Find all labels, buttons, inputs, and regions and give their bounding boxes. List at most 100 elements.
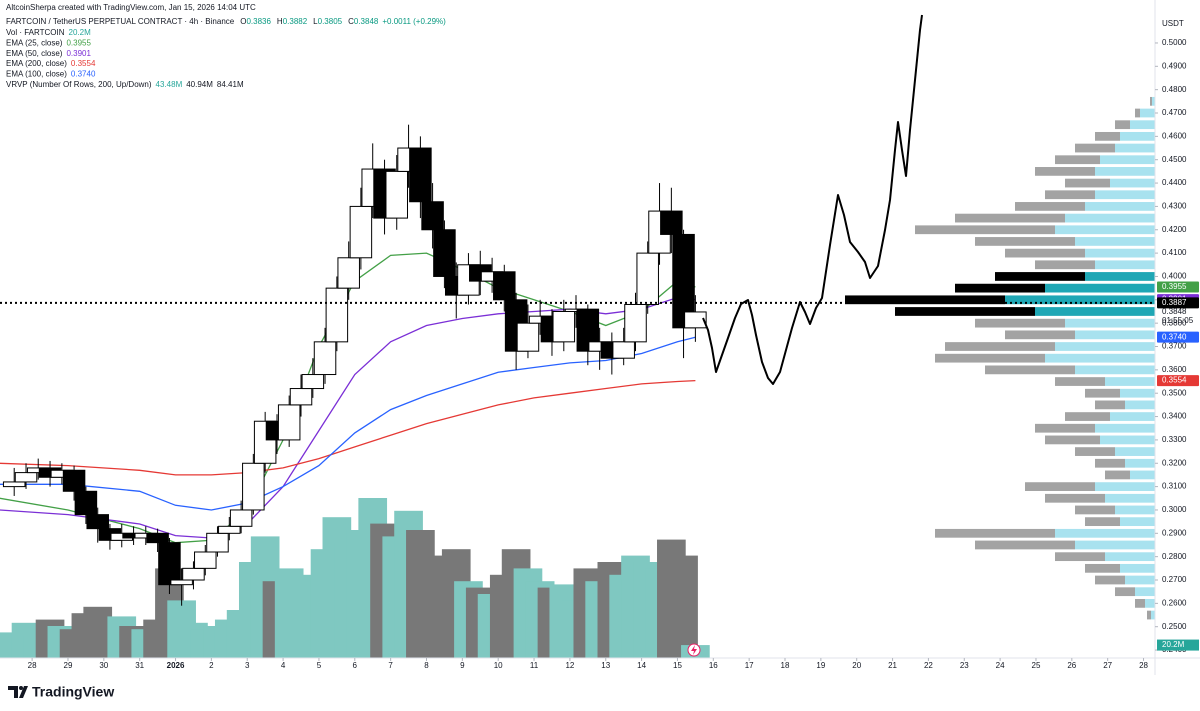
quote-key: H xyxy=(277,17,283,26)
x-tick-label: 20 xyxy=(852,661,861,670)
legend-name: EMA (25, close) xyxy=(6,39,63,48)
profile-down xyxy=(935,353,1045,363)
profile-down xyxy=(955,213,1065,223)
legend-name: Vol · FARTCOIN xyxy=(6,28,65,37)
candle-body xyxy=(158,542,181,586)
x-tick-label: 25 xyxy=(1032,661,1041,670)
y-tick-label: 0.2800 xyxy=(1162,552,1187,561)
candle-body xyxy=(14,472,38,483)
logo-mark xyxy=(8,686,28,698)
x-tick-label: 2026 xyxy=(167,661,185,670)
profile-up xyxy=(1145,598,1155,608)
profile-down xyxy=(1035,423,1095,433)
ema-tag: 0.3554 xyxy=(1162,376,1187,385)
quote-value: +0.0011 (+0.29%) xyxy=(382,17,446,26)
x-tick-label: 18 xyxy=(781,661,790,670)
y-tick-label: 0.3400 xyxy=(1162,412,1187,421)
candle-body xyxy=(74,490,98,516)
x-tick-label: 10 xyxy=(494,661,503,670)
symbol: FARTCOIN / TetherUS PERPETUAL CONTRACT ·… xyxy=(6,17,235,26)
candle-body xyxy=(624,303,647,343)
profile-up xyxy=(1075,237,1155,246)
profile-up xyxy=(1095,190,1155,200)
volume-bar xyxy=(669,555,698,658)
y-tick-label: 0.4800 xyxy=(1162,85,1187,94)
x-tick-label: 15 xyxy=(673,661,682,670)
plot-area xyxy=(0,96,1155,658)
profile-up xyxy=(1065,318,1155,328)
profile-up xyxy=(1005,295,1155,305)
profile-down xyxy=(1095,400,1125,410)
profile-up xyxy=(1095,260,1155,270)
profile-up xyxy=(1100,155,1155,165)
quote-value: 0.3805 xyxy=(318,17,343,26)
countdown: 01:55:05 xyxy=(1162,316,1194,325)
profile-down xyxy=(1025,482,1095,491)
profile-down xyxy=(895,307,1035,316)
profile-up xyxy=(1152,96,1155,106)
y-tick-label: 0.2900 xyxy=(1162,528,1187,537)
y-tick-label: 0.3200 xyxy=(1162,458,1187,467)
ema-tag: 0.3740 xyxy=(1162,332,1187,341)
quote-key: L xyxy=(313,17,318,26)
legend-value: 0.3901 xyxy=(66,49,91,58)
profile-down xyxy=(1095,458,1125,468)
currency-label: USDT xyxy=(1162,19,1184,28)
y-tick-label: 0.3800 xyxy=(1162,318,1187,327)
candle-body xyxy=(313,341,337,376)
candle-body xyxy=(409,147,432,203)
profile-up xyxy=(1085,202,1155,211)
profile-up xyxy=(1055,342,1155,351)
profile-down xyxy=(1055,377,1105,386)
last-price-tag-bg xyxy=(1157,306,1199,318)
candle-body xyxy=(325,287,349,343)
profile-up xyxy=(1110,178,1155,188)
x-tick-label: 27 xyxy=(1103,661,1112,670)
profile-up xyxy=(1115,505,1155,515)
profile-up xyxy=(1115,447,1155,456)
profile-down xyxy=(1150,96,1152,106)
profile-up xyxy=(1105,377,1155,386)
legend-value: 0.3740 xyxy=(71,70,96,79)
profile-down xyxy=(1085,563,1120,573)
profile-up xyxy=(1055,528,1155,538)
profile-down xyxy=(1065,412,1110,421)
quote-value: 0.3882 xyxy=(283,17,308,26)
x-tick-label: 17 xyxy=(745,661,754,670)
x-tick-label: 28 xyxy=(1139,661,1148,670)
y-tick-label: 0.3100 xyxy=(1162,482,1187,491)
legend-value: 43.48M xyxy=(156,80,183,89)
candle-body xyxy=(337,257,360,289)
profile-down xyxy=(1055,552,1105,562)
y-tick-label: 0.4400 xyxy=(1162,178,1187,187)
profile-down xyxy=(975,318,1065,328)
x-tick-label: 8 xyxy=(424,661,429,670)
profile-down xyxy=(1035,260,1095,270)
profile-down xyxy=(1115,120,1130,130)
profile-down xyxy=(1015,202,1085,211)
profile-down xyxy=(845,295,1005,305)
x-tick-label: 26 xyxy=(1067,661,1076,670)
legend-name: EMA (50, close) xyxy=(6,49,63,58)
legend-entry: EMA (25, close) 0.3955 xyxy=(6,39,91,48)
profile-up xyxy=(1125,575,1155,585)
ema-tag-bg xyxy=(1157,375,1199,387)
candle-body xyxy=(2,481,26,488)
logo-dot xyxy=(19,686,23,690)
x-tick-label: 13 xyxy=(601,661,610,670)
price-line-tag: 0.3887 xyxy=(1162,298,1187,307)
profile-down xyxy=(955,283,1045,293)
legend-entry: VRVP (Number Of Rows, 200, Up/Down) 43.48… xyxy=(6,80,244,89)
candle-body xyxy=(684,311,707,329)
x-tick-label: 16 xyxy=(709,661,718,670)
candle-body xyxy=(206,532,229,553)
profile-down xyxy=(1135,598,1145,608)
y-tick-label: 0.4600 xyxy=(1162,131,1187,140)
profile-up xyxy=(1120,131,1155,141)
legend-value: 0.3554 xyxy=(71,59,96,68)
profile-down xyxy=(1005,248,1085,258)
legend-name: EMA (100, close) xyxy=(6,70,67,79)
ema-line xyxy=(0,379,696,476)
x-tick-label: 19 xyxy=(816,661,825,670)
x-tick-label: 3 xyxy=(245,661,250,670)
